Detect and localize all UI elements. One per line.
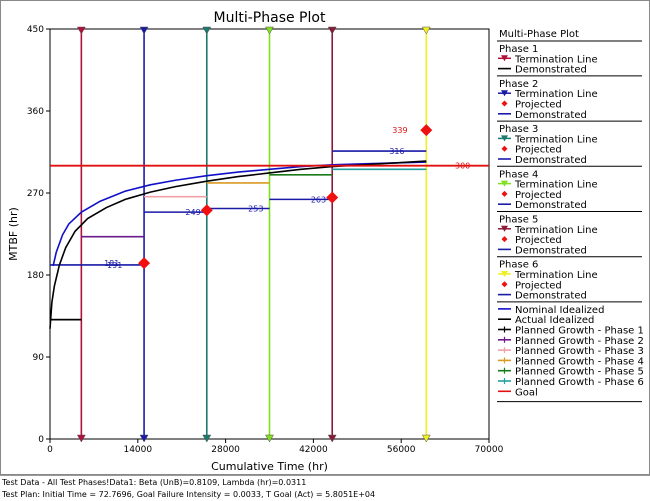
projected-point-3 [326,191,339,204]
demonstrated-label-6: 316 [389,147,404,156]
legend-marker-termination [501,180,508,187]
legend-item-label: Demonstrated [515,155,587,166]
legend-title: Multi-Phase Plot [499,29,579,40]
demonstrated-label-3: 249 [185,208,200,217]
legend-phase-heading-5: Phase 5 [499,215,538,226]
goal-label: 300 [455,162,470,171]
legend-phase-heading-3: Phase 3 [499,124,538,135]
x-axis-label: Cumulative Time (hr) [211,460,328,473]
termination-marker-top-4 [265,26,274,35]
x-tick-label: 56000 [387,445,416,455]
projected-point-1 [138,257,151,270]
y-axis-label: MTBF (hr) [7,207,20,261]
legend-item-label: Projected [515,235,562,246]
legend-marker-termination [501,271,508,277]
legend-item-label: Projected [515,190,562,201]
nominal-idealized-curve [52,161,427,267]
legend-phase-heading-6: Phase 6 [499,260,538,271]
y-tick-label: 270 [27,189,44,199]
legend-marker-termination [501,90,508,97]
termination-marker-bottom-5 [327,434,337,443]
termination-marker-bottom-4 [265,434,274,443]
status-line-2: Test Plan: Initial Time = 72.7696, Goal … [2,490,376,499]
termination-marker-bottom-2 [139,434,149,443]
projected-label-1: 181 [104,259,119,268]
legend-item-label: Nominal Idealized [515,305,604,316]
legend-phase-heading-2: Phase 2 [499,79,538,90]
legend-item-label: Termination Line [514,180,598,191]
legend-item-label: Termination Line [514,270,598,281]
chart-title: Multi-Phase Plot [214,10,326,26]
legend-phase-heading-4: Phase 4 [499,169,538,180]
legend-item-label: Planned Growth - Phase 3 [515,346,644,357]
legend-item-label: Goal [515,387,538,398]
legend-marker-projected [501,236,508,243]
projected-label-4: 339 [392,126,407,135]
termination-marker-top-3 [202,26,212,35]
legend-phase-heading-1: Phase 1 [499,44,538,55]
legend-item-label: Demonstrated [515,110,587,121]
demonstrated-label-5: 263 [311,195,326,204]
x-tick-label: 0 [47,445,53,455]
legend-item-label: Demonstrated [515,291,587,302]
termination-marker-bottom-6 [421,434,431,443]
y-tick-label: 360 [27,107,44,117]
legend-marker-termination [501,225,508,232]
legend-item-label: Projected [515,100,562,111]
legend-item-label: Demonstrated [515,200,587,211]
projected-point-4 [420,124,433,137]
termination-marker-top-6 [421,26,431,35]
legend-item-label: Planned Growth - Phase 5 [515,367,644,378]
x-tick-label: 42000 [299,445,328,455]
x-tick-label: 28000 [211,445,240,455]
x-tick-label: 14000 [123,445,152,455]
termination-marker-top-2 [139,26,149,35]
demonstrated-label-4: 253 [248,204,263,213]
legend-item-label: Termination Line [514,134,598,145]
legend-item-label: Planned Growth - Phase 1 [515,326,644,337]
projected-point-2 [200,204,213,217]
legend-item-label: Planned Growth - Phase 2 [515,336,644,347]
termination-marker-top-1 [76,26,86,35]
legend-marker-termination [501,55,508,62]
legend-item-label: Actual Idealized [515,315,594,326]
y-tick-label: 90 [33,353,45,363]
multi-phase-chart: Multi-Phase Plot 0 14000 28000 42000 56000 700… [7,10,644,473]
x-tick-label: 70000 [475,445,504,455]
legend-marker-projected [501,145,508,152]
status-line-1: Test Data - All Test Phases!Data1: Beta … [0,475,650,488]
actual-idealized-curve [49,160,427,329]
legend-item-label: Planned Growth - Phase 4 [515,356,644,367]
demonstrated-label-2: 191 [107,261,122,270]
legend-marker-projected [501,190,508,197]
legend-item-label: Termination Line [514,225,598,236]
y-tick-label: 180 [27,271,44,281]
legend-item-label: Demonstrated [515,65,587,76]
termination-marker-bottom-1 [76,434,86,443]
legend-marker-projected [501,281,508,288]
legend-marker-projected [501,100,508,107]
legend-marker-termination [501,135,508,142]
legend-item-label: Planned Growth - Phase 6 [515,377,644,388]
legend-item-label: Projected [515,145,562,156]
y-tick-label: 450 [27,25,44,35]
legend-item-label: Demonstrated [515,245,587,256]
legend-item-label: Termination Line [514,89,598,100]
legend-item-label: Termination Line [514,54,598,65]
termination-marker-bottom-3 [202,434,212,443]
y-tick-label: 0 [38,435,44,445]
legend-item-label: Projected [515,280,562,291]
termination-marker-top-5 [327,26,337,35]
